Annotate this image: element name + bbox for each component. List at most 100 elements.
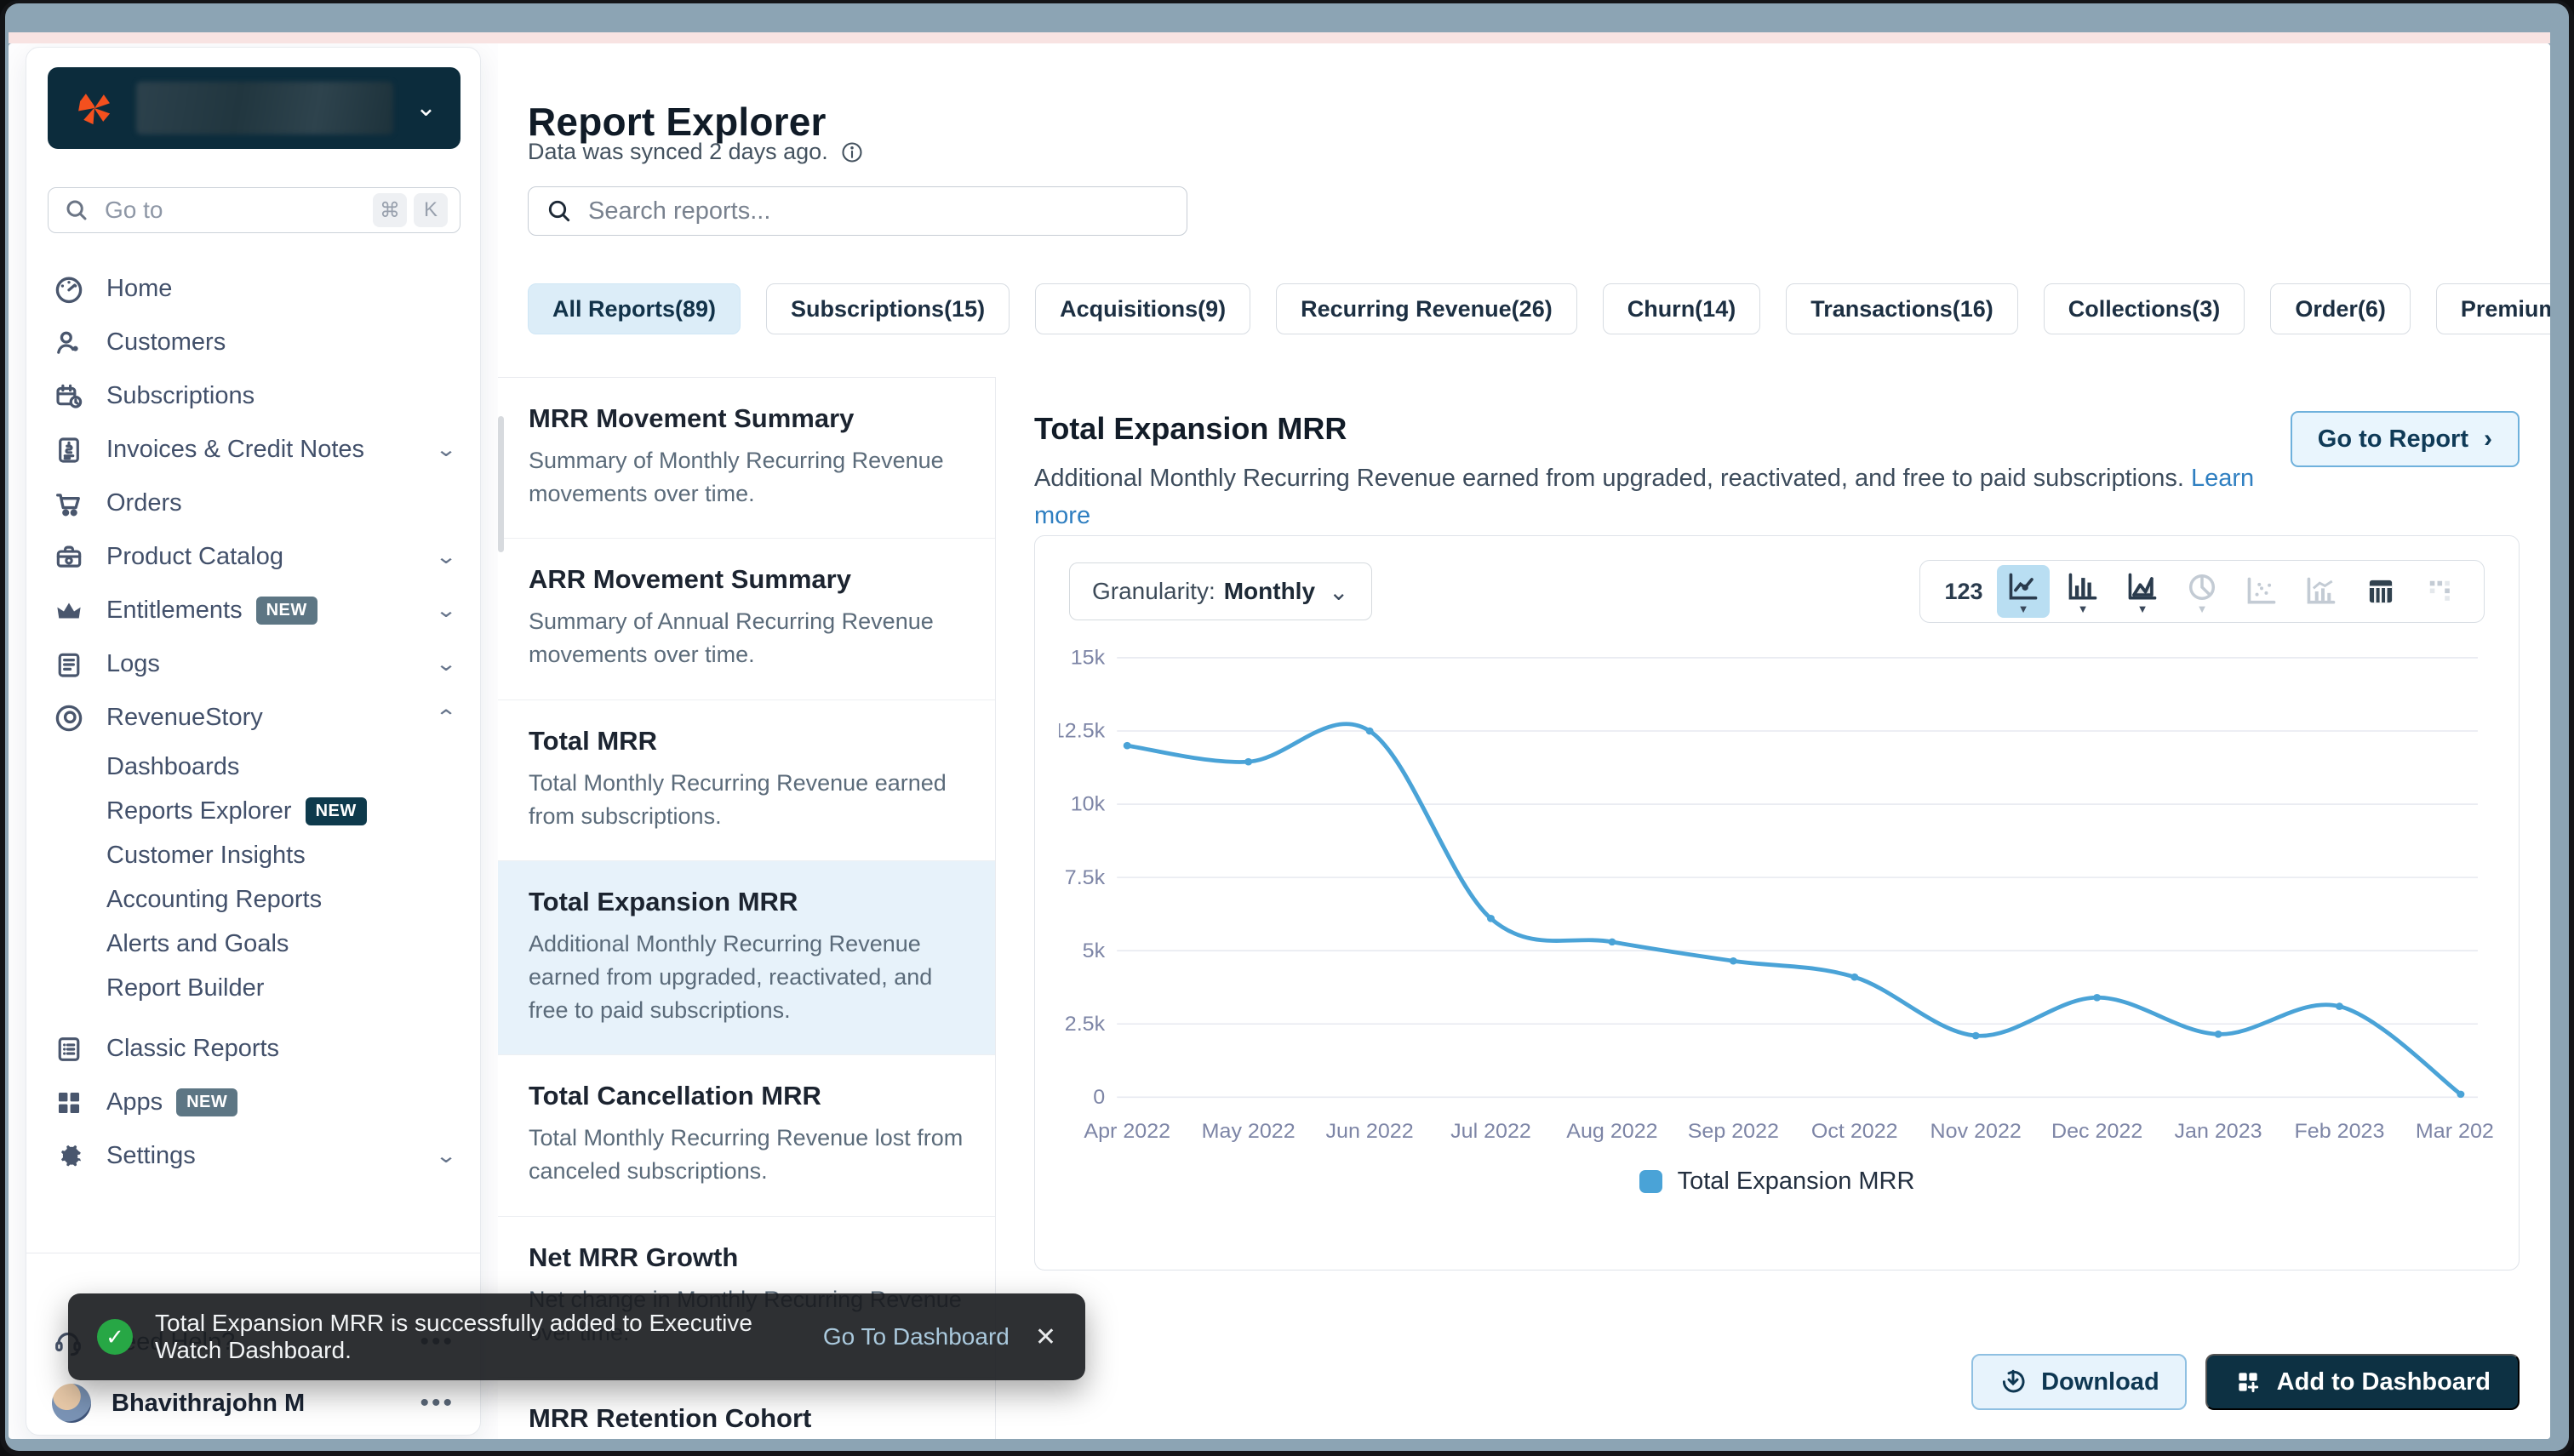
toolbar-numbers-button[interactable]: 123 — [1944, 578, 1983, 604]
sidebar-item-revenuestory[interactable]: RevenueStory ⌃ — [26, 691, 480, 745]
sidebar-item-settings[interactable]: Settings ⌄ — [26, 1129, 480, 1183]
filter-chip-churn-14-[interactable]: Churn(14) — [1602, 283, 1761, 334]
chart-card: Granularity: Monthly ⌄ 123 ▼ ▼ ▼ ▼ 0 2.5k 5k 7.5… — [1034, 535, 2520, 1270]
filter-chip-order-6-[interactable]: Order(6) — [2270, 283, 2411, 334]
sidebar-item-subscriptions[interactable]: Subscriptions — [26, 369, 480, 423]
filter-chip-transactions-16-[interactable]: Transactions(16) — [1786, 283, 2018, 334]
org-switcher[interactable]: ⌄ — [48, 67, 460, 149]
toolbar-pivot-view-button[interactable] — [2414, 565, 2467, 618]
chevron-down-icon: ⌄ — [434, 599, 458, 622]
report-search-input[interactable]: Search reports... — [528, 186, 1187, 236]
report-list-pane: MRR Movement Summary Summary of Monthly R… — [498, 377, 996, 1439]
toolbar-combo-chart-button[interactable] — [2295, 565, 2348, 618]
filter-chip-all-reports-89-[interactable]: All Reports(89) — [528, 283, 741, 334]
sidebar-item-reports-explorer[interactable]: Reports Explorer NEW — [26, 789, 480, 833]
learn-more-link[interactable]: Learn more — [1034, 465, 2255, 529]
toast-notification: ✓ Total Expansion MRR is successfully ad… — [68, 1293, 1085, 1380]
sidebar-item-customer-insights[interactable]: Customer Insights — [106, 841, 306, 869]
svg-text:Aug 2022: Aug 2022 — [1566, 1121, 1657, 1143]
report-list-item-mrr-retention-cohort[interactable]: MRR Retention CohortPercentage of Monthl… — [498, 1378, 995, 1439]
kbd-cmd: ⌘ — [373, 193, 407, 227]
gear-icon — [52, 1140, 86, 1173]
svg-text:Sep 2022: Sep 2022 — [1688, 1121, 1779, 1143]
report-description: Summary of Annual Recurring Revenue move… — [529, 608, 934, 668]
close-icon[interactable]: ✕ — [1034, 1322, 1056, 1351]
sidebar-item-dashboards[interactable]: Dashboards — [106, 752, 240, 780]
report-description: Summary of Monthly Recurring Revenue mov… — [529, 448, 944, 507]
sidebar-item-report-builder[interactable]: Report Builder — [106, 974, 265, 1002]
list-scrollbar-thumb[interactable] — [498, 416, 504, 552]
report-title: Total MRR — [529, 725, 657, 756]
goto-search-input[interactable]: Go to ⌘ K — [48, 187, 460, 233]
chevron-right-icon: › — [2484, 425, 2492, 453]
add-to-dashboard-button[interactable]: Add to Dashboard — [2205, 1354, 2520, 1410]
toolbar-pie-chart-button[interactable]: ▼ — [2176, 565, 2228, 618]
new-badge: NEW — [176, 1088, 238, 1116]
sidebar-item-classic-reports[interactable]: Classic Reports — [26, 1022, 480, 1076]
download-button[interactable]: Download — [1971, 1354, 2187, 1410]
sidebar-item-home[interactable]: Home — [26, 262, 480, 316]
report-list-item-total-cancellation-mrr[interactable]: Total Cancellation MRR Total Monthly Recu… — [498, 1055, 995, 1217]
toolbar-table-view-button[interactable] — [2354, 565, 2407, 618]
detail-text: Total Expansion MRR Additional Monthly R… — [1034, 411, 2291, 534]
sidebar-item-customers[interactable]: Customers — [26, 316, 480, 369]
report-title: Total Cancellation MRR — [529, 1081, 821, 1111]
user-menu-ellipsis[interactable]: ••• — [420, 1389, 455, 1417]
report-detail-pane: Total Expansion MRR Additional Monthly R… — [1026, 377, 2550, 1439]
svg-text:Jan 2023: Jan 2023 — [2174, 1121, 2262, 1143]
sidebar-item-invoices-credit-notes[interactable]: Invoices & Credit Notes ⌄ — [26, 423, 480, 477]
chevron-down-icon: ⌄ — [1329, 578, 1349, 605]
cart-icon — [52, 488, 86, 520]
clipboard-icon — [52, 648, 86, 681]
sidebar-item-apps[interactable]: Apps NEW — [26, 1076, 480, 1129]
go-to-report-button[interactable]: Go to Report › — [2290, 411, 2520, 467]
filter-chip-recurring-revenue-26-[interactable]: Recurring Revenue(26) — [1276, 283, 1577, 334]
toolbar-line-chart-button[interactable]: ▼ — [1997, 565, 2050, 618]
filter-chip-acquisitions-9-[interactable]: Acquisitions(9) — [1035, 283, 1251, 334]
svg-text:0: 0 — [1093, 1086, 1105, 1108]
window-top-strip — [9, 32, 2550, 43]
toolbar-area-chart-button[interactable]: ▼ — [2116, 565, 2169, 618]
toolbar-scatter-chart-button[interactable] — [2235, 565, 2288, 618]
caret-down-icon: ▼ — [2017, 602, 2029, 615]
report-list-item-arr-movement-summary[interactable]: ARR Movement Summary Summary of Annual Re… — [498, 539, 995, 700]
sidebar-item-alerts-and-goals[interactable]: Alerts and Goals — [106, 929, 289, 957]
sidebar-item-logs[interactable]: Logs ⌄ — [26, 637, 480, 691]
user-account-item[interactable]: Bhavithrajohn M ••• — [26, 1377, 480, 1430]
svg-text:Nov 2022: Nov 2022 — [1930, 1121, 2022, 1143]
report-list-item-total-expansion-mrr[interactable]: Total Expansion MRR Additional Monthly Re… — [498, 860, 995, 1056]
goto-placeholder: Go to — [105, 197, 163, 223]
svg-text:Mar 2023: Mar 2023 — [2416, 1121, 2493, 1143]
svg-text:Feb 2023: Feb 2023 — [2295, 1121, 2385, 1143]
toast-go-to-dashboard-link[interactable]: Go To Dashboard — [822, 1323, 1010, 1350]
filter-chip-subscriptions-15-[interactable]: Subscriptions(15) — [766, 283, 1010, 334]
line-chart-svg: 0 2.5k 5k 7.5k 10k 12.5k 15k Apr 2022 May 2022 Ju… — [1059, 647, 2493, 1143]
sync-note: Data was synced 2 days ago. — [528, 139, 828, 164]
sidebar-item-orders[interactable]: Orders — [26, 477, 480, 530]
chevron-down-icon: ⌄ — [415, 94, 437, 122]
page-title: Report Explorer — [528, 99, 827, 144]
svg-text:10k: 10k — [1071, 793, 1106, 815]
report-title: Total Expansion MRR — [529, 886, 798, 916]
target-icon — [52, 702, 86, 734]
svg-text:2.5k: 2.5k — [1065, 1013, 1106, 1035]
filter-chip-premium-6-[interactable]: Premium(6) — [2435, 283, 2550, 334]
sidebar-item-accounting-reports[interactable]: Accounting Reports — [106, 885, 323, 913]
avatar — [52, 1384, 91, 1423]
users-icon — [52, 327, 86, 359]
sync-note-row: Data was synced 2 days ago. — [528, 139, 864, 165]
sidebar-item-product-catalog[interactable]: Product Catalog ⌄ — [26, 530, 480, 584]
info-icon[interactable] — [840, 140, 864, 164]
svg-text:Jun 2022: Jun 2022 — [1326, 1121, 1414, 1143]
crown-icon — [52, 595, 86, 627]
toolbar-bar-chart-button[interactable]: ▼ — [2056, 565, 2109, 618]
report-list-item-mrr-movement-summary[interactable]: MRR Movement Summary Summary of Monthly R… — [498, 378, 995, 540]
invoice-icon — [52, 434, 86, 466]
sidebar-item-entitlements[interactable]: Entitlements NEW ⌄ — [26, 584, 480, 637]
filter-chip-collections-3-[interactable]: Collections(3) — [2043, 283, 2245, 334]
chart-legend[interactable]: Total Expansion MRR — [1035, 1168, 2519, 1196]
report-doc-icon — [52, 1033, 86, 1065]
report-list-item-total-mrr[interactable]: Total MRR Total Monthly Recurring Revenue… — [498, 700, 995, 861]
detail-title: Total Expansion MRR — [1034, 411, 1347, 446]
granularity-dropdown[interactable]: Granularity: Monthly ⌄ — [1069, 562, 1372, 620]
